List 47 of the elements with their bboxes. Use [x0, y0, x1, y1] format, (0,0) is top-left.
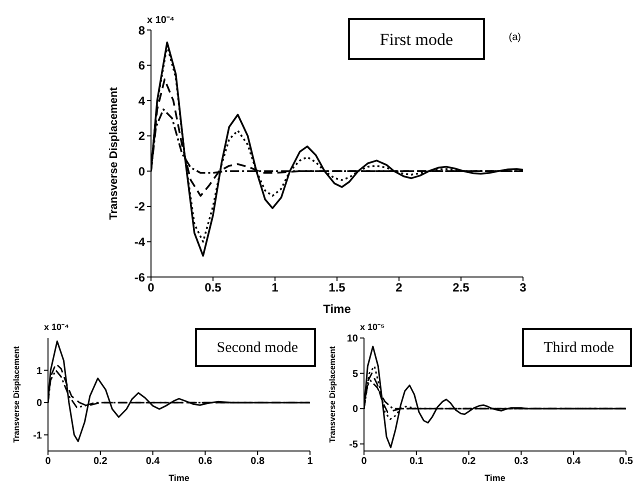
x-tick-label: 1	[307, 456, 314, 468]
y-tick-label: -5	[349, 439, 358, 450]
x-tick-label: 1.5	[328, 280, 346, 295]
x-tick-label: 3	[520, 280, 527, 295]
y-axis-title: Transverse Displacement	[108, 86, 120, 220]
text: x 10⁻⁵	[360, 321, 385, 333]
y-tick-label: 2	[138, 129, 146, 144]
y-tick-label: 0	[36, 398, 42, 410]
x-tick-label: 0.4	[146, 456, 160, 468]
x-axis-title: Time	[484, 473, 506, 481]
y-tick-label: 10	[346, 334, 358, 345]
text: x 10⁻⁴	[44, 321, 69, 333]
x-tick-label: 0.6	[198, 456, 213, 468]
y-tick-label: 8	[138, 23, 146, 38]
y-axis-title: Transverse Displacement	[328, 346, 337, 443]
x-tick-label: 0.5	[619, 456, 634, 468]
x-tick-label: 0.2	[93, 456, 108, 468]
x-tick-label: 2	[396, 280, 403, 295]
x-tick-label: 0.8	[250, 456, 265, 468]
y-tick-label: -6	[134, 270, 146, 284]
y-tick-label: -1	[33, 430, 42, 442]
text-frame: First mode	[348, 18, 485, 60]
y-tick-label: 0	[138, 164, 146, 178]
x-tick-label: 0	[45, 456, 52, 468]
annotation: (a)	[508, 32, 521, 43]
x-tick-label: 0.5	[204, 280, 222, 295]
x-tick-label: 0.1	[409, 456, 424, 468]
x-axis-title: Time	[323, 302, 352, 316]
text-frame: Third mode	[522, 328, 632, 367]
x-axis-title: Time	[168, 473, 190, 481]
y-tick-label: 1	[36, 366, 42, 377]
y-axis-title: Transverse Displacement	[12, 346, 21, 443]
text-frame: Second mode	[194, 328, 316, 367]
y-tick-label: 0	[352, 404, 358, 416]
y-tick-label: 6	[138, 58, 146, 73]
y-tick-label: 5	[352, 368, 358, 380]
x-tick-label: 2.5	[452, 280, 470, 295]
x-tick-label: 0	[148, 280, 155, 295]
y-tick-label: -4	[134, 234, 146, 249]
x-tick-label: 0.3	[514, 456, 529, 468]
x-tick-label: 0.4	[566, 456, 581, 468]
text: x 10⁻⁴	[147, 14, 174, 26]
x-tick-label: 0	[361, 456, 368, 468]
x-tick-label: 0.2	[462, 456, 476, 468]
x-tick-label: 1	[272, 280, 279, 295]
y-tick-label: 4	[138, 94, 146, 108]
y-tick-label: -2	[134, 200, 146, 214]
